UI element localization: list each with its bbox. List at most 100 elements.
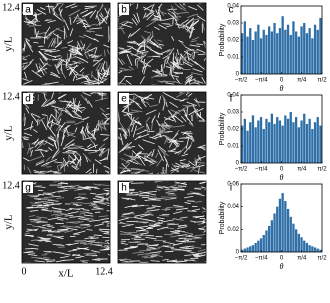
texture-stroke xyxy=(174,98,185,102)
texture-stroke xyxy=(121,102,131,112)
texture-stroke xyxy=(69,216,81,218)
texture-stroke xyxy=(139,45,145,48)
texture-stroke xyxy=(153,39,163,48)
y-axis-label: y/L xyxy=(3,214,15,230)
texture-stroke xyxy=(162,80,175,83)
texture-stroke xyxy=(158,24,167,30)
texture-stroke xyxy=(165,82,175,85)
texture-stroke xyxy=(181,53,185,66)
texture-stroke xyxy=(119,143,129,153)
y-max-label: 12.4 xyxy=(2,2,20,13)
texture-stroke xyxy=(198,228,207,231)
texture-stroke xyxy=(91,250,101,253)
texture-stroke xyxy=(166,9,174,14)
histogram-bar xyxy=(243,248,246,252)
texture-stroke xyxy=(201,76,207,85)
texture-stroke xyxy=(170,138,178,145)
texture-stroke xyxy=(175,207,189,211)
panel-label-box xyxy=(23,4,33,15)
texture-stroke xyxy=(196,15,206,22)
texture-stroke xyxy=(34,148,43,151)
texture-stroke xyxy=(120,157,131,164)
texture-stroke xyxy=(87,52,91,58)
texture-stroke xyxy=(71,51,80,55)
texture-stroke xyxy=(135,225,149,229)
texture-stroke xyxy=(180,163,189,166)
texture-stroke xyxy=(132,251,144,254)
texture-stroke xyxy=(98,202,107,206)
texture-stroke xyxy=(171,116,177,123)
texture-stroke xyxy=(106,202,111,204)
texture-stroke xyxy=(150,255,157,258)
texture-stroke xyxy=(194,234,207,237)
texture-stroke xyxy=(174,150,182,155)
texture-stroke xyxy=(97,4,104,13)
texture-stroke xyxy=(98,184,111,187)
texture-stroke xyxy=(146,207,155,210)
texture-stroke xyxy=(195,215,205,219)
texture-stroke xyxy=(190,191,202,195)
texture-stroke xyxy=(84,43,92,52)
texture-stroke xyxy=(55,118,60,124)
texture-stroke xyxy=(128,32,135,38)
texture-stroke xyxy=(57,93,67,100)
texture-stroke xyxy=(184,19,193,27)
texture-stroke xyxy=(157,145,167,153)
texture-stroke xyxy=(71,254,80,256)
texture-stroke xyxy=(27,147,30,155)
texture-stroke xyxy=(170,109,181,115)
texture-stroke xyxy=(86,79,100,84)
texture-stroke xyxy=(175,240,187,243)
texture-stroke xyxy=(170,167,179,172)
histogram-bar xyxy=(251,245,255,252)
texture-stroke xyxy=(43,256,50,259)
texture-stroke xyxy=(186,249,192,252)
texture-stroke xyxy=(163,60,166,69)
texture-stroke xyxy=(119,167,131,170)
y-axis-label: Probability xyxy=(219,112,226,145)
texture-stroke xyxy=(65,139,75,147)
texture-stroke xyxy=(166,56,170,65)
texture-stroke xyxy=(35,161,45,166)
texture-stroke xyxy=(54,42,63,49)
texture-image: h xyxy=(117,180,207,264)
texture-stroke xyxy=(43,196,54,199)
texture-stroke xyxy=(151,205,161,207)
texture-stroke xyxy=(185,73,193,79)
texture-stroke xyxy=(52,13,61,20)
texture-stroke xyxy=(122,103,131,112)
texture-stroke xyxy=(21,64,28,71)
texture-stroke xyxy=(80,94,88,103)
texture-stroke xyxy=(99,123,103,131)
texture-stroke xyxy=(179,56,192,59)
texture-stroke xyxy=(158,43,165,46)
texture-stroke xyxy=(178,26,185,29)
texture-stroke xyxy=(163,117,175,122)
texture-stroke xyxy=(190,19,200,27)
texture-stroke xyxy=(149,195,157,198)
texture-stroke xyxy=(77,198,85,201)
texture-stroke xyxy=(77,188,88,190)
histogram-bar xyxy=(297,233,300,252)
texture-stroke xyxy=(40,162,48,167)
histogram-bar xyxy=(303,23,306,74)
texture-stroke xyxy=(39,7,46,10)
y-tick-label: 0.06 xyxy=(227,182,239,188)
texture-stroke xyxy=(106,222,111,225)
texture-stroke xyxy=(191,72,203,76)
texture-stroke xyxy=(102,121,106,130)
histogram-bar xyxy=(289,112,292,163)
y-max-label: 12.4 xyxy=(2,180,20,191)
texture-stroke xyxy=(120,242,128,245)
texture-stroke xyxy=(40,54,47,62)
texture-stroke xyxy=(165,117,171,121)
texture-stroke xyxy=(27,206,39,209)
texture-stroke xyxy=(128,126,131,137)
texture-stroke xyxy=(177,185,187,187)
texture-stroke xyxy=(156,158,163,167)
texture-stroke xyxy=(171,140,178,148)
histogram-bar xyxy=(241,33,244,74)
texture-stroke xyxy=(169,64,172,76)
texture-stroke xyxy=(127,145,136,149)
texture-stroke xyxy=(155,9,162,22)
